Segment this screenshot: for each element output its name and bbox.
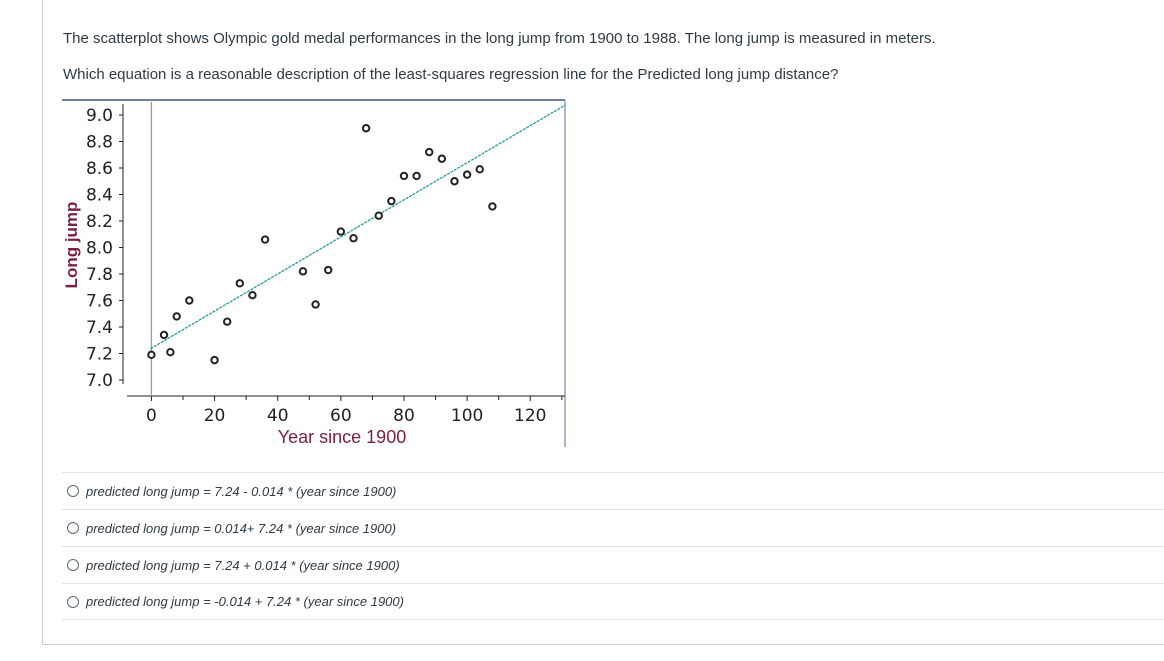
answer-option-2[interactable]: predicted long jump = 0.014+ 7.24 * (yea…: [62, 509, 1164, 546]
radio-button[interactable]: [67, 522, 79, 534]
answer-option-3[interactable]: predicted long jump = 7.24 + 0.014 * (ye…: [62, 546, 1164, 583]
radio-button[interactable]: [67, 485, 79, 497]
answer-option-4[interactable]: predicted long jump = -0.014 + 7.24 * (y…: [62, 583, 1164, 620]
answer-label: predicted long jump = 7.24 + 0.014 * (ye…: [86, 557, 400, 573]
answer-label: predicted long jump = -0.014 + 7.24 * (y…: [86, 594, 404, 609]
answer-option-1[interactable]: predicted long jump = 7.24 - 0.014 * (ye…: [62, 472, 1164, 509]
question-text: The scatterplot shows Olympic gold medal…: [63, 30, 936, 47]
answer-label: predicted long jump = 0.014+ 7.24 * (yea…: [86, 520, 397, 536]
radio-button[interactable]: [67, 595, 79, 608]
answer-label: predicted long jump = 7.24 - 0.014 * (ye…: [86, 483, 397, 499]
radio-button[interactable]: [67, 559, 79, 571]
answer-list: predicted long jump = 7.24 - 0.014 * (ye…: [62, 472, 1164, 620]
question-prompt: Which equation is a reasonable descripti…: [63, 66, 839, 83]
